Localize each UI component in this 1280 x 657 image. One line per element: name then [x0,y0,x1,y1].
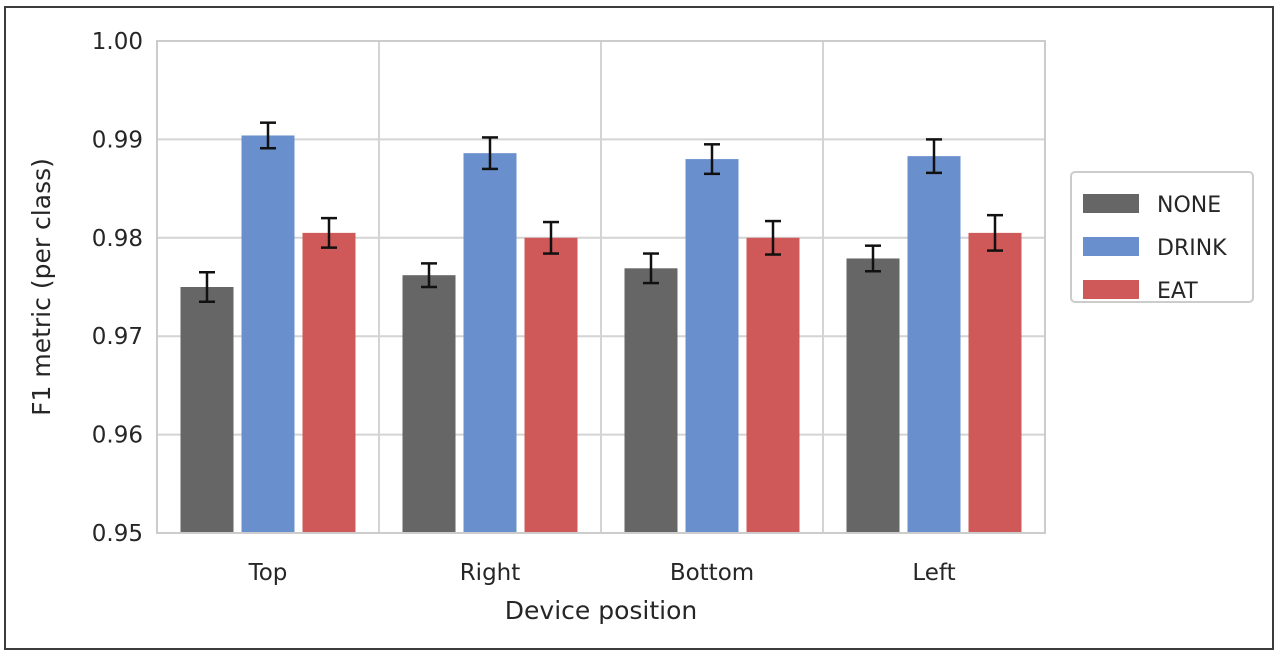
x-tick-label: Top [248,560,288,586]
legend-swatch-none [1083,194,1139,213]
bar-none [846,258,900,533]
y-tick-label: 0.97 [92,324,143,350]
y-tick-label: 1.00 [92,29,143,55]
y-tick-labels: 0.95 0.96 0.97 0.98 0.99 1.00 [92,29,143,547]
error-bars [199,121,1003,304]
bar-eat [524,237,578,534]
bar-eat [746,237,800,534]
bar-drink [463,153,517,533]
y-tick-label: 0.99 [92,127,143,153]
bar-none [624,268,678,533]
legend-label-none: NONE [1157,193,1221,218]
y-tick-label: 0.98 [92,226,143,252]
x-tick-label: Right [460,560,521,586]
y-tick-label: 0.96 [92,423,143,449]
x-tick-labels: Top Right Bottom Left [248,560,956,586]
legend-swatch-eat [1083,280,1139,299]
plot-area-border [156,40,1046,534]
bars [180,135,1022,534]
bar-none [402,275,456,533]
bar-drink [241,135,295,534]
bar-none [180,287,234,533]
legend: NONE DRINK EAT [1070,171,1254,304]
legend-label-eat: EAT [1157,279,1198,304]
x-tick-label: Left [912,560,955,586]
legend-label-drink: DRINK [1157,236,1227,261]
bar-eat [968,232,1022,533]
legend-swatch-drink [1083,237,1139,256]
x-axis-title: Device position [505,596,697,625]
x-tick-label: Bottom [670,560,754,586]
bar-drink [685,159,739,533]
bar-drink [907,156,961,534]
y-axis-title: F1 metric (per class) [27,158,56,416]
bar-eat [302,232,356,533]
y-tick-label: 0.95 [92,521,143,547]
